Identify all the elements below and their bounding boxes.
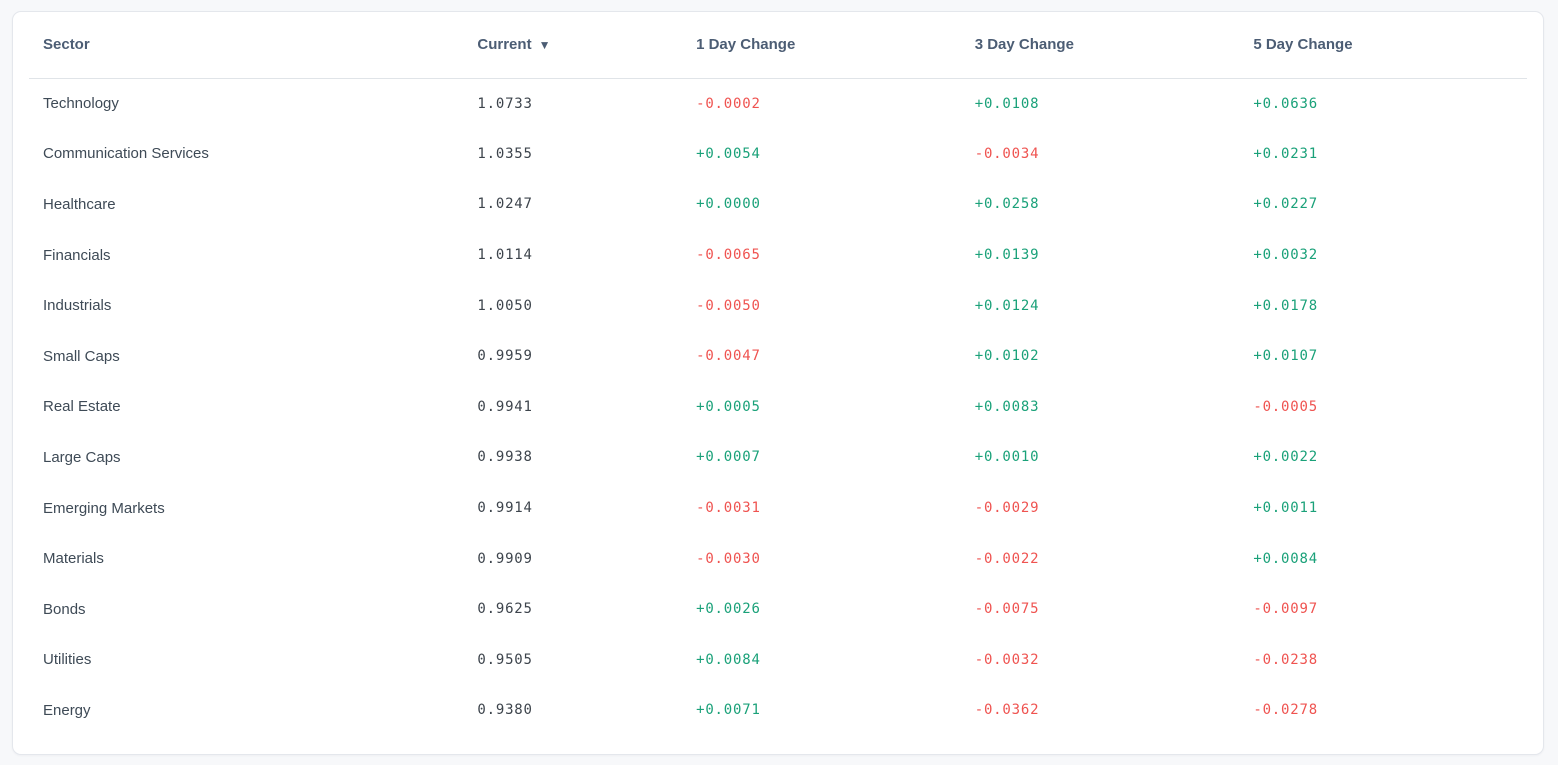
table-row: Small Caps 0.9959 -0.0047 +0.0102 +0.0107 <box>29 331 1527 382</box>
table-row: Healthcare 1.0247 +0.0000 +0.0258 +0.0227 <box>29 179 1527 230</box>
change-1-day: +0.0005 <box>696 398 761 415</box>
change-5-day: -0.0238 <box>1253 651 1318 668</box>
current-value: 1.0247 <box>477 196 533 213</box>
change-3-day: -0.0032 <box>974 651 1040 668</box>
table-row: Financials 1.0114 -0.0065 +0.0139 +0.0032 <box>29 230 1527 281</box>
change-5-day: +0.0032 <box>1253 247 1318 264</box>
column-header-current[interactable]: Current ▼ <box>475 12 695 79</box>
change-5-day: -0.0097 <box>1253 601 1318 618</box>
change-3-day: +0.0258 <box>974 196 1040 213</box>
sector-name: Energy <box>43 701 91 719</box>
change-1-day: +0.0071 <box>696 702 761 719</box>
current-value: 1.0114 <box>477 247 533 264</box>
sector-performance-table: Sector Current ▼ 1 Day Change 3 Day Chang… <box>29 12 1527 736</box>
change-3-day: +0.0102 <box>974 348 1040 365</box>
column-header-current-label: Current <box>477 36 532 54</box>
change-1-day: +0.0007 <box>696 449 761 466</box>
change-3-day: -0.0029 <box>974 500 1040 517</box>
table-header: Sector Current ▼ 1 Day Change 3 Day Chang… <box>29 12 1527 79</box>
column-header-1-day-change[interactable]: 1 Day Change <box>694 12 973 79</box>
current-value: 0.9914 <box>477 500 533 517</box>
table-row: Utilities 0.9505 +0.0084 -0.0032 -0.0238 <box>29 635 1527 686</box>
change-1-day: +0.0000 <box>696 196 761 213</box>
current-value: 1.0050 <box>477 297 533 314</box>
change-3-day: -0.0362 <box>974 702 1040 719</box>
change-1-day: +0.0054 <box>696 145 761 162</box>
change-1-day: -0.0002 <box>696 95 761 112</box>
current-value: 1.0733 <box>477 95 533 112</box>
change-5-day: +0.0084 <box>1253 550 1318 567</box>
change-1-day: -0.0047 <box>696 348 761 365</box>
change-3-day: -0.0034 <box>974 145 1040 162</box>
current-value: 0.9505 <box>477 651 533 668</box>
header-row: Sector Current ▼ 1 Day Change 3 Day Chang… <box>29 12 1527 79</box>
column-header-5-day-change[interactable]: 5 Day Change <box>1251 12 1527 79</box>
change-1-day: -0.0050 <box>696 297 761 314</box>
change-1-day: +0.0084 <box>696 651 761 668</box>
current-value: 0.9941 <box>477 398 533 415</box>
table-row: Materials 0.9909 -0.0030 -0.0022 +0.0084 <box>29 533 1527 584</box>
sector-performance-card: Sector Current ▼ 1 Day Change 3 Day Chang… <box>12 11 1544 755</box>
table-row: Technology 1.0733 -0.0002 +0.0108 +0.0636 <box>29 78 1527 129</box>
table-row: Emerging Markets 0.9914 -0.0031 -0.0029 +0.0… <box>29 483 1527 534</box>
sort-descending-icon: ▼ <box>538 38 551 53</box>
change-3-day: +0.0108 <box>974 95 1040 112</box>
current-value: 0.9909 <box>477 550 533 567</box>
sector-name: Healthcare <box>43 195 116 213</box>
table-row: Bonds 0.9625 +0.0026 -0.0075 -0.0097 <box>29 584 1527 635</box>
change-1-day: +0.0026 <box>696 601 761 618</box>
change-5-day: +0.0178 <box>1253 297 1318 314</box>
change-5-day: +0.0636 <box>1253 95 1318 112</box>
change-3-day: -0.0075 <box>974 601 1040 618</box>
change-3-day: +0.0010 <box>974 449 1040 466</box>
change-5-day: -0.0278 <box>1253 702 1318 719</box>
sector-name: Technology <box>43 95 119 113</box>
sector-name: Financials <box>43 246 111 264</box>
change-5-day: +0.0227 <box>1253 196 1318 213</box>
sector-name: Small Caps <box>43 347 120 365</box>
table-row: Large Caps 0.9938 +0.0007 +0.0010 +0.0022 <box>29 432 1527 483</box>
change-5-day: +0.0231 <box>1253 145 1318 162</box>
sector-name: Real Estate <box>43 398 121 416</box>
column-header-sector[interactable]: Sector <box>29 12 476 79</box>
change-1-day: -0.0031 <box>696 500 761 517</box>
table-row: Energy 0.9380 +0.0071 -0.0362 -0.0278 <box>29 685 1527 736</box>
change-5-day: +0.0022 <box>1253 449 1318 466</box>
table-row: Industrials 1.0050 -0.0050 +0.0124 +0.0178 <box>29 280 1527 331</box>
change-5-day: -0.0005 <box>1253 398 1318 415</box>
table-row: Communication Services 1.0355 +0.0054 -0.00… <box>29 129 1527 180</box>
table-row: Real Estate 0.9941 +0.0005 +0.0083 -0.0005 <box>29 382 1527 433</box>
change-3-day: +0.0124 <box>974 297 1040 314</box>
sector-name: Large Caps <box>43 448 121 466</box>
current-value: 0.9938 <box>477 449 533 466</box>
change-5-day: +0.0107 <box>1253 348 1318 365</box>
current-value: 1.0355 <box>477 145 533 162</box>
sector-name: Bonds <box>43 600 86 618</box>
sector-name: Industrials <box>43 297 112 315</box>
change-1-day: -0.0030 <box>696 550 761 567</box>
column-header-3-day-change[interactable]: 3 Day Change <box>972 12 1252 79</box>
sector-name: Communication Services <box>43 145 209 163</box>
change-1-day: -0.0065 <box>696 247 761 264</box>
sector-name: Materials <box>43 550 104 568</box>
current-value: 0.9380 <box>477 702 533 719</box>
sector-name: Utilities <box>43 651 92 669</box>
change-3-day: +0.0083 <box>974 398 1040 415</box>
sector-table-body: Technology 1.0733 -0.0002 +0.0108 +0.0636 Com… <box>29 78 1527 736</box>
change-5-day: +0.0011 <box>1253 500 1318 517</box>
current-value: 0.9959 <box>477 348 533 365</box>
current-value: 0.9625 <box>477 601 533 618</box>
sector-name: Emerging Markets <box>43 499 165 517</box>
change-3-day: +0.0139 <box>974 247 1040 264</box>
change-3-day: -0.0022 <box>974 550 1040 567</box>
